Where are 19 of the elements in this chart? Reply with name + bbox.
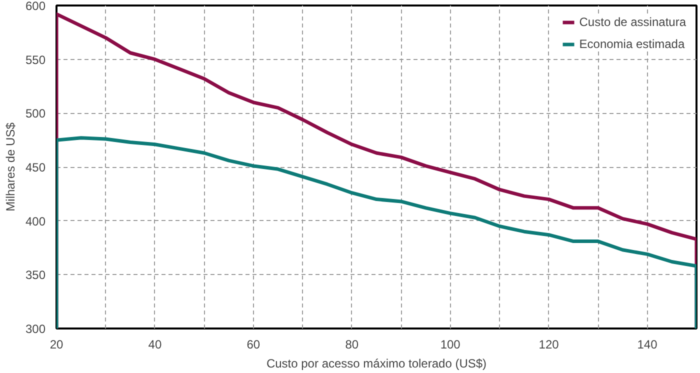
y-tick-label: 500 — [25, 106, 46, 121]
y-tick-label: 400 — [25, 214, 46, 228]
y-tick-label: 550 — [25, 52, 46, 67]
y-axis-title: Milhares de US$ — [3, 122, 18, 212]
x-tick-label: 80 — [345, 338, 359, 352]
y-tick-label: 600 — [25, 0, 46, 13]
legend-label: Economia estimada — [579, 37, 685, 51]
x-tick-label: 100 — [440, 338, 461, 352]
x-tick-label: 40 — [148, 338, 162, 352]
x-tick-label: 120 — [538, 338, 560, 352]
y-tick-label: 350 — [25, 268, 46, 282]
line-series — [56, 136, 696, 328]
y-tick-label: 450 — [25, 160, 46, 174]
x-tick-label: 60 — [246, 338, 260, 352]
legend-label: Custo de assinatura — [579, 15, 686, 29]
x-axis-title: Custo por acesso máximo tolerado (US$) — [266, 356, 487, 370]
x-tick-label: 20 — [50, 338, 64, 352]
y-tick-label: 300 — [25, 322, 46, 336]
x-tick-label: 140 — [637, 338, 658, 352]
